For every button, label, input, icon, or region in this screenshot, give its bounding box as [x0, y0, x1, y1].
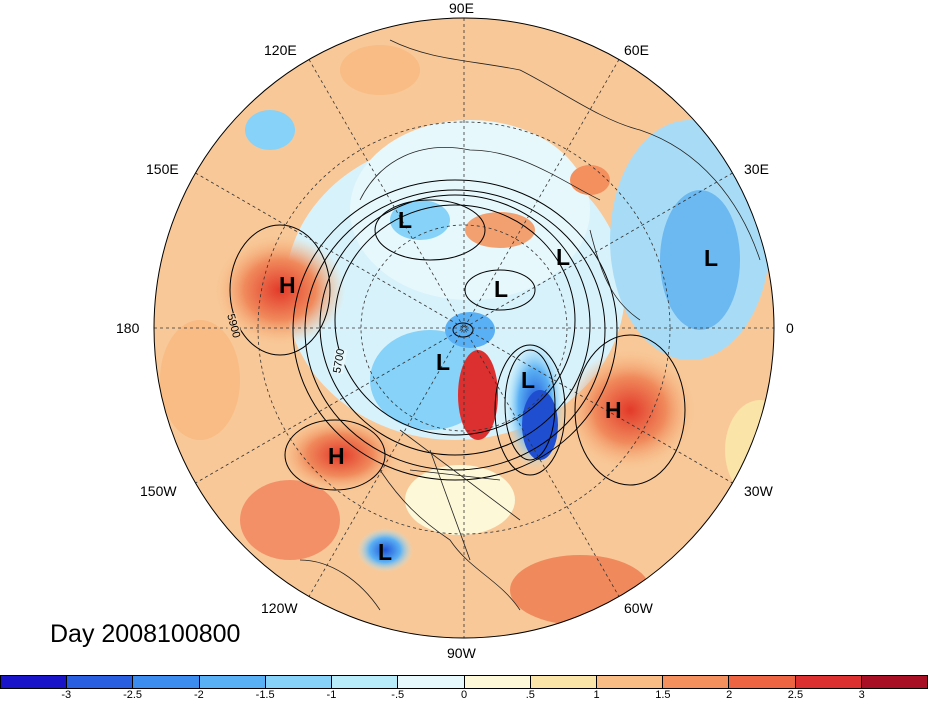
- colorbar-segment: [464, 676, 531, 688]
- colorbar-tick-label: -3: [61, 689, 72, 701]
- high-pressure-marker: H: [279, 272, 296, 298]
- low-pressure-marker: L: [521, 367, 536, 393]
- low-pressure-marker: L: [398, 207, 413, 233]
- colorbar-tick-label: 1: [593, 689, 600, 701]
- colorbar-segment: [795, 676, 862, 688]
- colorbar-tick-label: .5: [525, 689, 535, 701]
- high-pressure-marker: H: [328, 443, 345, 469]
- lon-label-120w: 120W: [261, 600, 298, 616]
- lon-label-180: 180: [116, 320, 140, 336]
- lon-label-60e: 60E: [624, 42, 649, 58]
- colorbar-tick-label: -.5: [391, 689, 405, 701]
- date-title: Day 2008100800: [50, 620, 241, 648]
- low-pressure-marker: L: [436, 349, 451, 375]
- colorbar-segment: [596, 676, 664, 688]
- colorbar-segment: [398, 676, 465, 688]
- coastlines: [299, 39, 761, 611]
- high-pressure-marker: H: [605, 397, 622, 423]
- map-boundary: [153, 17, 775, 639]
- lon-label-0: 0: [786, 320, 794, 336]
- colorbar-tick-label: -2.5: [123, 689, 143, 701]
- colorbar-tick-label: -1.5: [255, 689, 275, 701]
- lon-label-90e: 90E: [449, 0, 474, 16]
- colorbar-tick-label: 1.5: [655, 689, 671, 701]
- colorbar-segment: [530, 676, 597, 688]
- graticule: [154, 18, 774, 638]
- low-pressure-marker: L: [378, 539, 393, 565]
- colorbar-segment: [332, 676, 399, 688]
- colorbar-tick-label: 2: [726, 689, 733, 701]
- lon-label-90w: 90W: [447, 645, 476, 661]
- colorbar-segment: [199, 676, 266, 688]
- colorbar-tick-label: 2.5: [787, 689, 804, 701]
- colorbar: [0, 675, 928, 689]
- lon-label-60w: 60W: [624, 600, 653, 616]
- colorbar-tick-label: -1: [326, 689, 337, 701]
- lon-label-30w: 30W: [744, 483, 773, 499]
- colorbar-segment: [861, 676, 928, 688]
- colorbar-segment: [133, 676, 200, 688]
- colorbar-segment: [1, 676, 68, 688]
- colorbar-segment: [729, 676, 796, 688]
- low-pressure-marker: L: [494, 276, 509, 302]
- colorbar-segment: [67, 676, 134, 688]
- height-contours: [229, 179, 686, 491]
- colorbar-segment: [265, 676, 333, 688]
- colorbar-tick-label: 0: [460, 689, 468, 701]
- lon-label-120e: 120E: [264, 42, 297, 58]
- colorbar-tick-label: -2: [193, 689, 204, 701]
- lon-label-150w: 150W: [140, 483, 177, 499]
- lon-label-150e: 150E: [146, 161, 179, 177]
- lon-label-30e: 30E: [744, 161, 769, 177]
- low-pressure-marker: L: [704, 245, 719, 271]
- colorbar-segment: [663, 676, 730, 688]
- low-pressure-marker: L: [556, 244, 571, 270]
- colorbar-tick-label: 3: [858, 689, 865, 701]
